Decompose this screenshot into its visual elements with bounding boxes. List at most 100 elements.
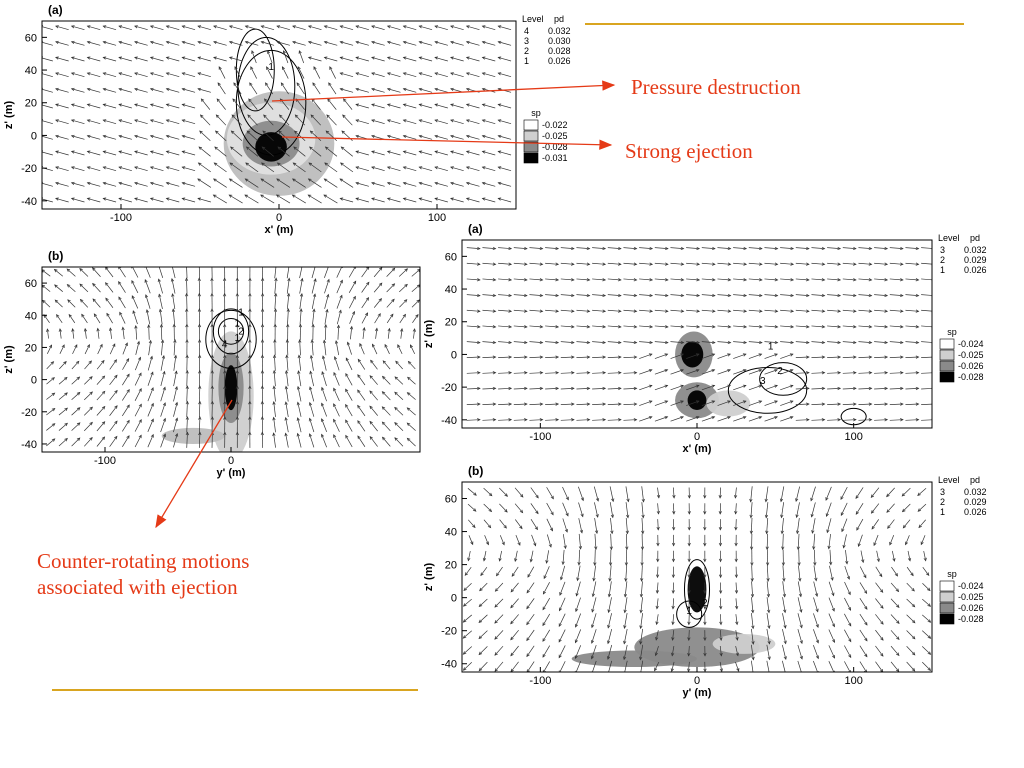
vector-arrowhead bbox=[300, 277, 304, 282]
vector-arrow bbox=[56, 314, 63, 324]
vector-arrow bbox=[58, 438, 68, 447]
vector-arrow bbox=[673, 503, 675, 514]
vector-arrowhead bbox=[232, 98, 236, 102]
vector-arrowhead bbox=[868, 371, 873, 375]
vector-arrowhead bbox=[840, 512, 844, 517]
vector-arrow bbox=[80, 299, 89, 308]
vector-arrowhead bbox=[450, 87, 454, 91]
vector-arrow bbox=[323, 194, 338, 204]
vector-arrowhead bbox=[654, 667, 658, 672]
vector-arrowhead bbox=[664, 384, 669, 388]
vector-arrow bbox=[766, 565, 769, 582]
vector-arrow bbox=[84, 360, 92, 370]
vector-arrowhead bbox=[479, 587, 483, 592]
vector-arrow bbox=[135, 341, 140, 355]
vector-arrow bbox=[607, 403, 621, 405]
vector-arrow bbox=[701, 325, 715, 328]
vector-arrowhead bbox=[565, 496, 569, 501]
vector-arrow bbox=[922, 598, 931, 607]
vector-arrow bbox=[764, 262, 778, 265]
vector-arrowhead bbox=[233, 82, 237, 86]
vector-arrow bbox=[450, 198, 464, 203]
vector-arrowhead bbox=[79, 283, 83, 288]
vector-arrow bbox=[118, 119, 132, 124]
vector-arrowhead bbox=[900, 325, 904, 329]
vector-arrow bbox=[858, 278, 872, 281]
y-tick-label: -40 bbox=[21, 439, 37, 451]
vector-arrow bbox=[55, 166, 69, 171]
vector-arrowhead bbox=[434, 181, 439, 185]
vector-arrow bbox=[186, 432, 188, 448]
vector-arrowhead bbox=[703, 574, 707, 579]
vector-arrowhead bbox=[323, 25, 328, 29]
vector-arrow bbox=[216, 98, 226, 110]
vector-arrowhead bbox=[806, 325, 810, 329]
vector-arrow bbox=[735, 582, 738, 594]
vector-arrowhead bbox=[607, 624, 611, 629]
vector-arrow bbox=[321, 403, 327, 417]
y-tick-label: 0 bbox=[31, 375, 37, 387]
vector-arrowhead bbox=[886, 509, 890, 513]
vector-arrowhead bbox=[63, 360, 67, 365]
vector-arrowhead bbox=[70, 25, 75, 29]
vector-arrow bbox=[733, 369, 747, 375]
vector-arrow bbox=[906, 598, 915, 608]
legend-sp-value: -0.024 bbox=[958, 339, 984, 349]
vector-arrow bbox=[889, 341, 903, 343]
vector-arrow bbox=[343, 98, 353, 110]
vector-arrow bbox=[229, 57, 243, 62]
vector-arrowhead bbox=[70, 166, 75, 170]
vector-arrowhead bbox=[50, 361, 55, 365]
vector-arrow bbox=[513, 419, 527, 421]
vector-arrowhead bbox=[494, 604, 498, 608]
vector-arrow bbox=[350, 326, 353, 340]
vector-arrowhead bbox=[665, 340, 669, 345]
vector-arrowhead bbox=[655, 621, 659, 626]
vector-arrow bbox=[623, 644, 628, 660]
vector-arrowhead bbox=[911, 635, 916, 640]
vector-arrow bbox=[158, 279, 163, 294]
vector-arrow bbox=[795, 294, 809, 296]
vector-arrowhead bbox=[602, 402, 607, 406]
vector-arrowhead bbox=[297, 354, 301, 359]
vector-arrow bbox=[527, 566, 535, 578]
vector-arrowhead bbox=[339, 40, 344, 44]
vector-arrow bbox=[463, 661, 473, 671]
vector-arrowhead bbox=[138, 403, 142, 408]
vector-arrow bbox=[671, 661, 675, 672]
vector-arrowhead bbox=[228, 40, 233, 44]
vector-arrow bbox=[609, 565, 612, 582]
vector-arrowhead bbox=[450, 119, 454, 123]
vector-arrow bbox=[607, 294, 621, 296]
vector-arrowhead bbox=[118, 150, 123, 154]
vector-arrowhead bbox=[462, 603, 467, 607]
vector-arrowhead bbox=[524, 325, 528, 329]
vector-arrowhead bbox=[386, 56, 391, 60]
vector-arrow bbox=[797, 629, 803, 644]
vector-arrowhead bbox=[55, 197, 59, 201]
vector-arrowhead bbox=[821, 355, 826, 359]
vector-arrowhead bbox=[138, 387, 142, 392]
vector-arrow bbox=[173, 433, 178, 448]
vector-arrowhead bbox=[571, 355, 575, 359]
vector-arrow bbox=[230, 146, 243, 157]
vector-arrow bbox=[249, 82, 258, 95]
vector-arrow bbox=[285, 370, 289, 387]
vector-arrowhead bbox=[781, 546, 785, 551]
vector-arrow bbox=[46, 392, 55, 400]
vector-arrowhead bbox=[884, 262, 889, 266]
vector-arrowhead bbox=[696, 246, 701, 251]
vector-arrowhead bbox=[323, 56, 328, 60]
vector-arrow bbox=[118, 41, 132, 46]
vector-arrowhead bbox=[889, 541, 893, 546]
vector-arrowhead bbox=[719, 590, 723, 594]
vector-arrow bbox=[345, 404, 353, 417]
vector-arrow bbox=[182, 135, 196, 140]
vector-arrow bbox=[217, 82, 226, 95]
vector-arrow bbox=[735, 614, 738, 625]
vector-arrow bbox=[670, 294, 684, 296]
vector-arrow bbox=[122, 358, 130, 370]
vector-arrow bbox=[892, 550, 895, 562]
vector-arrow bbox=[842, 387, 856, 390]
vector-arrowhead bbox=[197, 162, 202, 166]
